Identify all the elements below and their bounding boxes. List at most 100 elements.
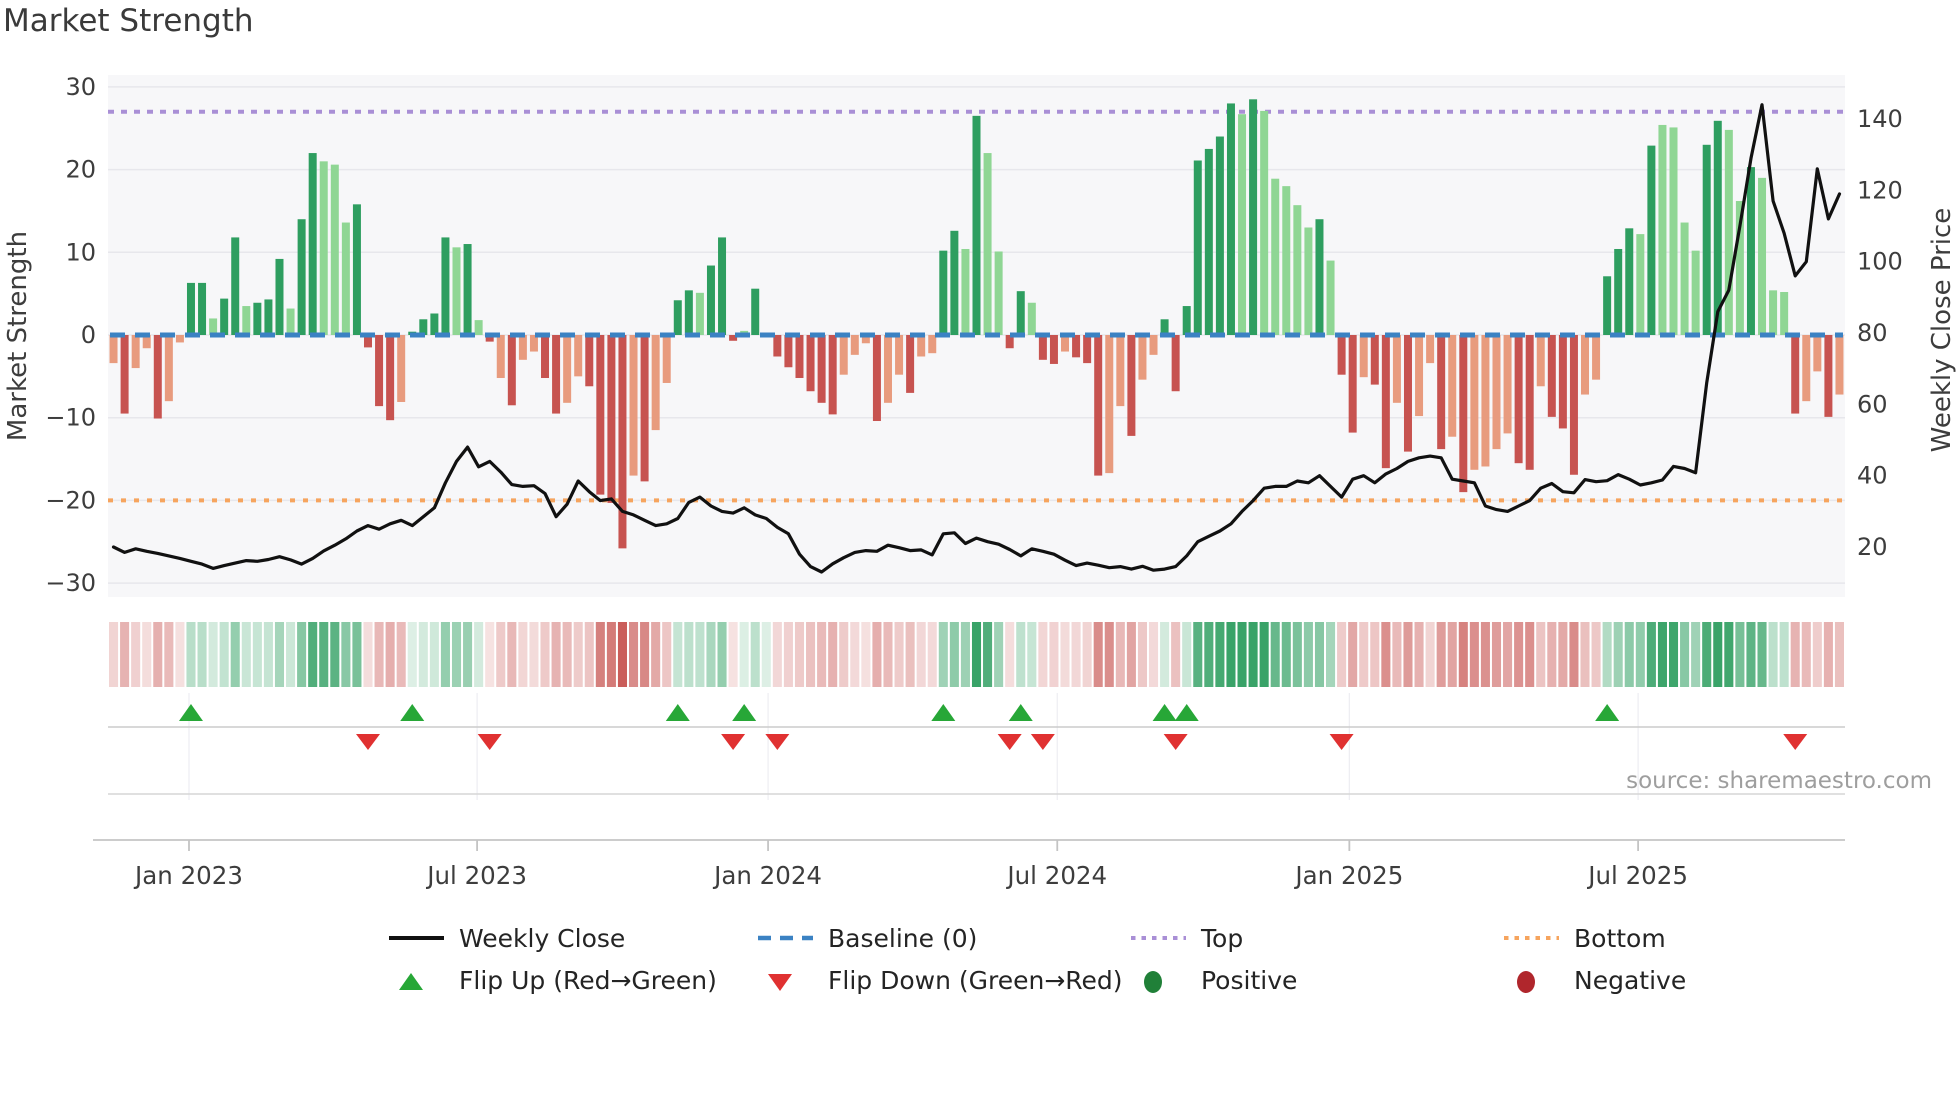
flip-up-triangle-icon xyxy=(1152,704,1177,721)
strength-bar xyxy=(264,299,273,335)
heatmap-cell xyxy=(872,622,882,687)
strength-bar xyxy=(220,298,229,335)
heatmap-cell xyxy=(905,622,915,687)
strength-bar xyxy=(1481,335,1490,467)
strength-bars xyxy=(109,99,1844,549)
strength-bar xyxy=(485,335,494,342)
strength-bar xyxy=(1260,110,1269,336)
heatmap-cell xyxy=(1314,622,1325,687)
strength-bar xyxy=(1403,335,1412,452)
heatmap-cell xyxy=(418,622,428,687)
heatmap-cell xyxy=(1724,622,1734,687)
heatmap-cell xyxy=(1027,622,1037,687)
strength-bar xyxy=(1127,335,1136,436)
flip-down-triangle-icon xyxy=(721,734,746,750)
strength-bar xyxy=(684,290,693,335)
strength-bar xyxy=(1315,219,1324,335)
strength-bar xyxy=(695,292,704,335)
heatmap-cell xyxy=(1115,622,1125,687)
strength-bar xyxy=(972,115,981,335)
heatmap-cell xyxy=(1525,622,1535,687)
strength-bar xyxy=(341,222,350,335)
strength-bar xyxy=(1746,167,1755,335)
heatmap-cell xyxy=(142,622,152,687)
heatmap-cell xyxy=(1392,622,1402,687)
heatmap-cell xyxy=(1602,622,1612,687)
strength-bar xyxy=(1226,103,1235,335)
strength-bar xyxy=(1370,335,1379,385)
strength-bar xyxy=(541,335,550,379)
heatmap-cell xyxy=(1469,622,1479,687)
flip-up-triangle-icon xyxy=(931,704,956,721)
strength-bar xyxy=(729,335,738,341)
heatmap-strip xyxy=(109,622,1844,687)
heatmap-cell xyxy=(1691,622,1701,687)
strength-bar xyxy=(109,335,118,364)
strength-bar xyxy=(1238,114,1247,335)
strength-bar xyxy=(795,335,804,379)
heatmap-cell xyxy=(1436,622,1446,687)
heatmap-cell xyxy=(673,622,683,687)
strength-bar xyxy=(142,335,151,349)
right-axis-tick-labels: 140 120 100 80 60 40 20 xyxy=(1857,105,1903,561)
strength-bar xyxy=(906,335,915,393)
strength-bar xyxy=(1547,335,1556,417)
heatmap-cell xyxy=(828,622,838,687)
strength-bar xyxy=(1835,335,1844,395)
heatmap-cell xyxy=(1591,622,1601,687)
heatmap-cell xyxy=(573,622,583,687)
strength-bar xyxy=(242,306,251,335)
heatmap-cell xyxy=(1558,622,1568,687)
flip-up-markers xyxy=(178,704,1620,721)
strength-bar xyxy=(1271,178,1280,335)
strength-bar xyxy=(618,335,627,549)
strength-bar xyxy=(673,300,682,335)
strength-bar xyxy=(1083,335,1092,364)
heatmap-cell xyxy=(1038,622,1048,687)
heatmap-cell xyxy=(352,622,362,687)
heatmap-cell xyxy=(695,622,705,687)
heatmap-cell xyxy=(1403,622,1413,687)
heatmap-cell xyxy=(407,622,417,687)
strength-bar xyxy=(419,319,428,335)
flip-down-triangle-icon xyxy=(1163,734,1188,750)
strength-bar xyxy=(939,250,948,335)
heatmap-cell xyxy=(1801,622,1811,687)
heatmap-cell xyxy=(1126,622,1136,687)
heatmap-cell xyxy=(319,622,329,687)
strength-bar xyxy=(308,153,317,335)
heatmap-cell xyxy=(308,622,318,687)
strength-bar xyxy=(430,313,439,335)
strength-bar xyxy=(496,335,505,379)
heatmap-cell xyxy=(551,622,561,687)
strength-bar xyxy=(1614,248,1623,335)
strength-bar xyxy=(773,335,782,357)
strength-bar xyxy=(1592,335,1601,380)
heatmap-cell xyxy=(1281,622,1291,687)
x-axis-tick-label: Jan 2025 xyxy=(1293,861,1403,890)
heatmap-cell xyxy=(562,622,572,687)
heatmap-cell xyxy=(1226,622,1236,687)
strength-bar xyxy=(928,335,937,354)
strength-bar xyxy=(1094,335,1103,476)
heatmap-cell xyxy=(1359,622,1369,687)
heatmap-cell xyxy=(1259,622,1269,687)
strength-bar xyxy=(1038,335,1047,360)
strength-bar xyxy=(1116,335,1125,407)
heatmap-cell xyxy=(230,622,240,687)
flip-up-triangle-icon xyxy=(1174,704,1199,721)
strength-bar xyxy=(1813,335,1822,372)
strength-bar xyxy=(1337,335,1346,375)
heatmap-cell xyxy=(1779,622,1789,687)
strength-bar xyxy=(585,335,594,387)
svg-text:80: 80 xyxy=(1857,319,1888,347)
svg-text:−30: −30 xyxy=(45,569,96,597)
heatmap-cell xyxy=(1082,622,1092,687)
heatmap-cell xyxy=(817,622,827,687)
strength-bar xyxy=(1282,186,1291,335)
heatmap-cell xyxy=(1193,622,1203,687)
strength-bar xyxy=(1470,335,1479,470)
heatmap-cell xyxy=(971,622,982,687)
heatmap-cell xyxy=(197,622,207,687)
